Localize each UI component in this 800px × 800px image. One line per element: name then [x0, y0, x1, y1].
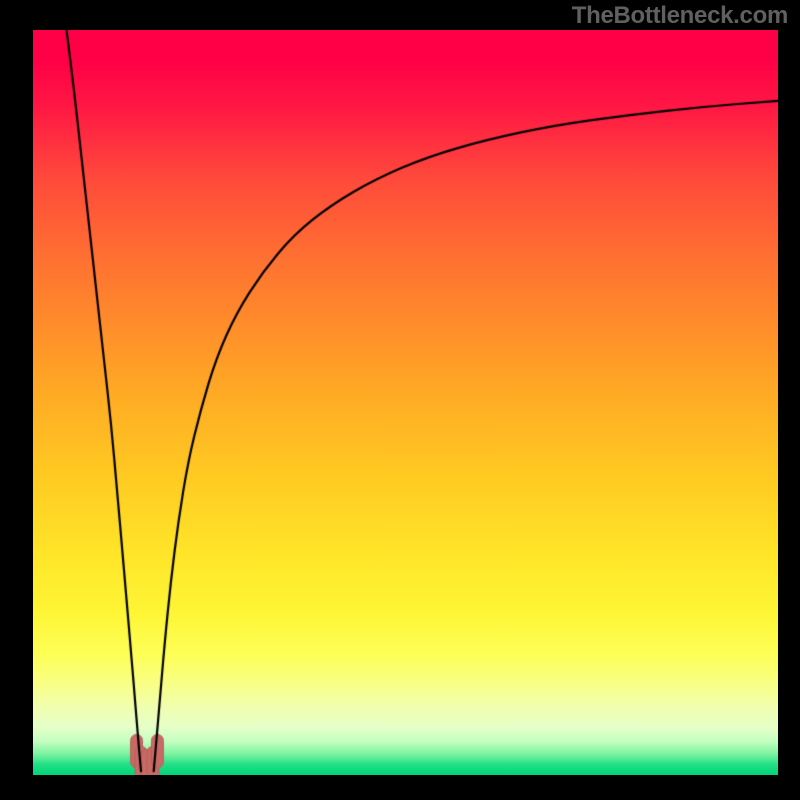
- chart-stage: TheBottleneck.com: [0, 0, 800, 800]
- watermark-text: TheBottleneck.com: [572, 2, 788, 30]
- plot-area: [33, 30, 778, 775]
- v-curve-canvas: [33, 30, 778, 775]
